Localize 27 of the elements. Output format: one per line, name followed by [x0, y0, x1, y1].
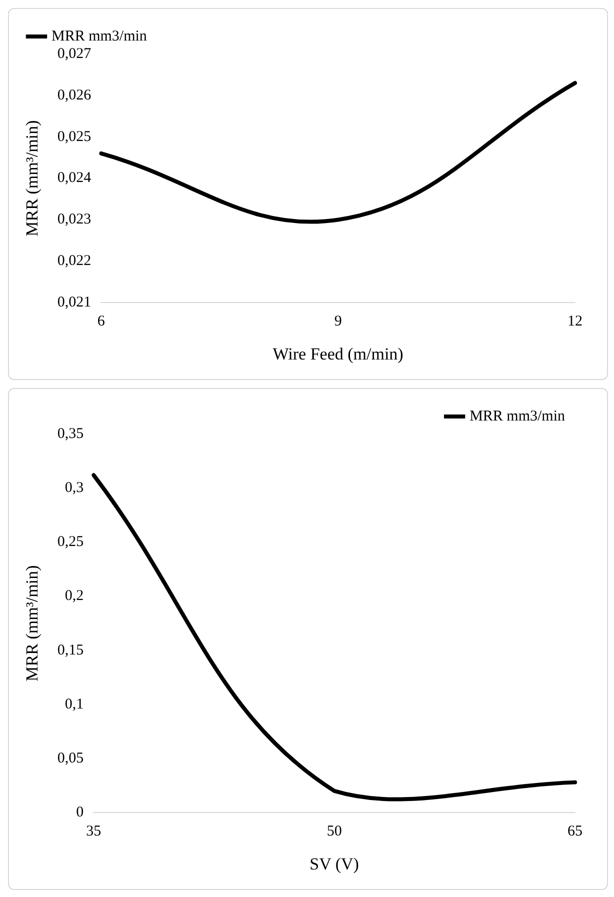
- x-axis-title: Wire Feed (m/min): [272, 344, 404, 364]
- y-tick-label: 0,023: [57, 212, 92, 228]
- legend-label: MRR mm3/min: [52, 28, 148, 44]
- y-tick-label: 0,3: [64, 480, 84, 496]
- y-tick-label: 0,026: [57, 87, 92, 104]
- y-axis-title: MRR (mm³/min): [22, 565, 42, 682]
- y-tick-label: 0,1: [64, 696, 84, 712]
- y-tick-label: 0: [76, 804, 84, 821]
- legend-label: MRR mm3/min: [470, 408, 566, 424]
- y-tick-label: 0,027: [57, 46, 92, 62]
- y-tick-label: 0,021: [57, 294, 92, 311]
- x-tick-label: 12: [568, 314, 582, 330]
- y-axis-title: MRR (mm³/min): [22, 120, 42, 236]
- x-tick-label: 6: [97, 314, 106, 330]
- y-tick-label: 0,2: [64, 588, 84, 604]
- x-tick-label: 65: [568, 824, 582, 840]
- y-tick-label: 0,25: [57, 534, 84, 550]
- y-tick-label: 0,15: [57, 642, 84, 658]
- x-tick-label: 35: [86, 824, 102, 840]
- y-tick-label: 0,022: [57, 253, 92, 270]
- x-tick-label: 9: [334, 314, 342, 330]
- y-tick-label: 0,025: [57, 128, 92, 145]
- x-tick-label: 50: [326, 824, 342, 840]
- y-tick-label: 0,35: [57, 426, 84, 442]
- y-tick-label: 0,024: [57, 170, 92, 186]
- x-axis-title: SV (V): [310, 854, 359, 874]
- y-tick-label: 0,05: [57, 750, 84, 766]
